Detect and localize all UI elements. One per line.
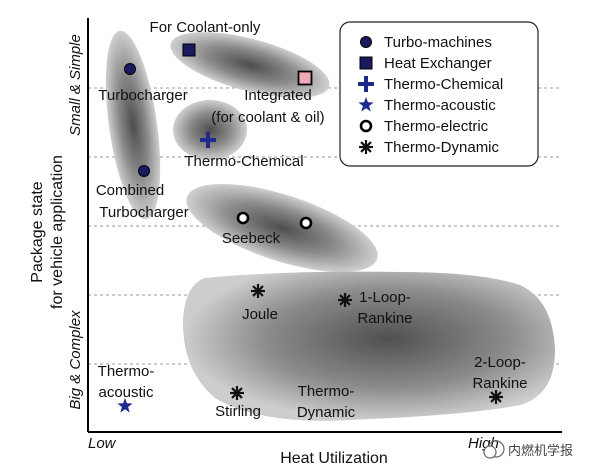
label-seebeck: Seebeck: [222, 230, 281, 247]
region-thermo-dynamic: [182, 271, 555, 421]
x-axis-low: Low: [88, 435, 117, 452]
legend-label: Turbo-machines: [384, 34, 492, 51]
marker-1-loop-rankine: [338, 293, 352, 307]
label-turbocharger: Turbocharger: [98, 87, 188, 104]
marker-thermo-acoustic: [117, 398, 133, 413]
legend-label: Thermo-Dynamic: [384, 139, 500, 156]
marker-stirling: [230, 386, 244, 400]
label-thermo-acoustic-sub: acoustic: [98, 384, 154, 401]
label-stirling: Stirling: [215, 403, 261, 420]
label-1-loop: 1-Loop-: [359, 289, 411, 306]
markers: [117, 43, 503, 413]
axis-labels: Heat Utilization Low High Package state …: [29, 34, 499, 467]
label-2-loop-rankine: Rankine: [472, 375, 527, 392]
legend: Turbo-machines Heat Exchanger Thermo-Chemi…: [339, 21, 539, 167]
region-thermo-electric: [186, 183, 378, 273]
marker-integrated: [297, 70, 313, 86]
label-joule: Joule: [242, 306, 278, 323]
legend-icon-filled-square: [359, 56, 373, 70]
regions: [105, 30, 555, 421]
region-labels: For Coolant-only Turbocharger Integrated…: [96, 19, 528, 421]
label-integrated: Integrated: [244, 87, 312, 104]
axes: [87, 18, 562, 433]
legend-label: Thermo-acoustic: [384, 97, 496, 114]
legend-label: Thermo-electric: [384, 118, 489, 135]
marker-2-loop-rankine: [489, 390, 503, 404]
marker-seebeck-1: [236, 211, 250, 225]
label-thermo-dynamic: Thermo-: [298, 383, 355, 400]
x-axis-label: Heat Utilization: [280, 450, 388, 467]
label-integrated-sub: (for coolant & oil): [211, 109, 324, 126]
y-axis-top: Small & Simple: [67, 34, 84, 136]
label-combined-sub: Turbocharger: [99, 204, 189, 221]
marker-seebeck-2: [299, 216, 313, 230]
watermark: 内燃机学报: [483, 440, 573, 459]
legend-box: [339, 21, 539, 167]
region-heat-exchanger: [170, 32, 330, 98]
label-combined: Combined: [96, 182, 164, 199]
legend-icon-filled-circle: [360, 36, 372, 48]
wechat-icon-inner: [483, 445, 497, 459]
y-axis-label-line2: for vehicle application: [49, 155, 66, 309]
legend-icon-star: [358, 97, 374, 112]
label-thermo-dynamic-sub: Dynamic: [297, 404, 356, 421]
legend-label: Thermo-Chemical: [384, 76, 503, 93]
label-2-loop: 2-Loop-: [474, 354, 526, 371]
label-thermo-acoustic: Thermo-: [98, 363, 155, 380]
legend-icon-plus: [358, 76, 374, 92]
label-coolant-only: For Coolant-only: [150, 19, 261, 36]
region-thermo-chemical: [173, 100, 247, 160]
watermark-text: 内燃机学报: [508, 443, 573, 459]
y-axis-bottom: Big & Complex: [67, 310, 84, 410]
legend-icon-asterisk: [359, 140, 373, 154]
marker-turbocharger: [124, 63, 136, 75]
marker-coolant-only: [182, 43, 196, 57]
y-axis-label-line1: Package state: [29, 181, 46, 283]
marker-combined-turbocharger: [138, 165, 150, 177]
legend-label: Heat Exchanger: [384, 55, 492, 72]
marker-thermo-chemical: [200, 132, 216, 148]
legend-icon-hollow-circle: [359, 119, 373, 133]
label-1-loop-rankine: Rankine: [357, 310, 412, 327]
marker-joule: [251, 284, 265, 298]
label-thermo-chemical: Thermo-Chemical: [184, 153, 303, 170]
